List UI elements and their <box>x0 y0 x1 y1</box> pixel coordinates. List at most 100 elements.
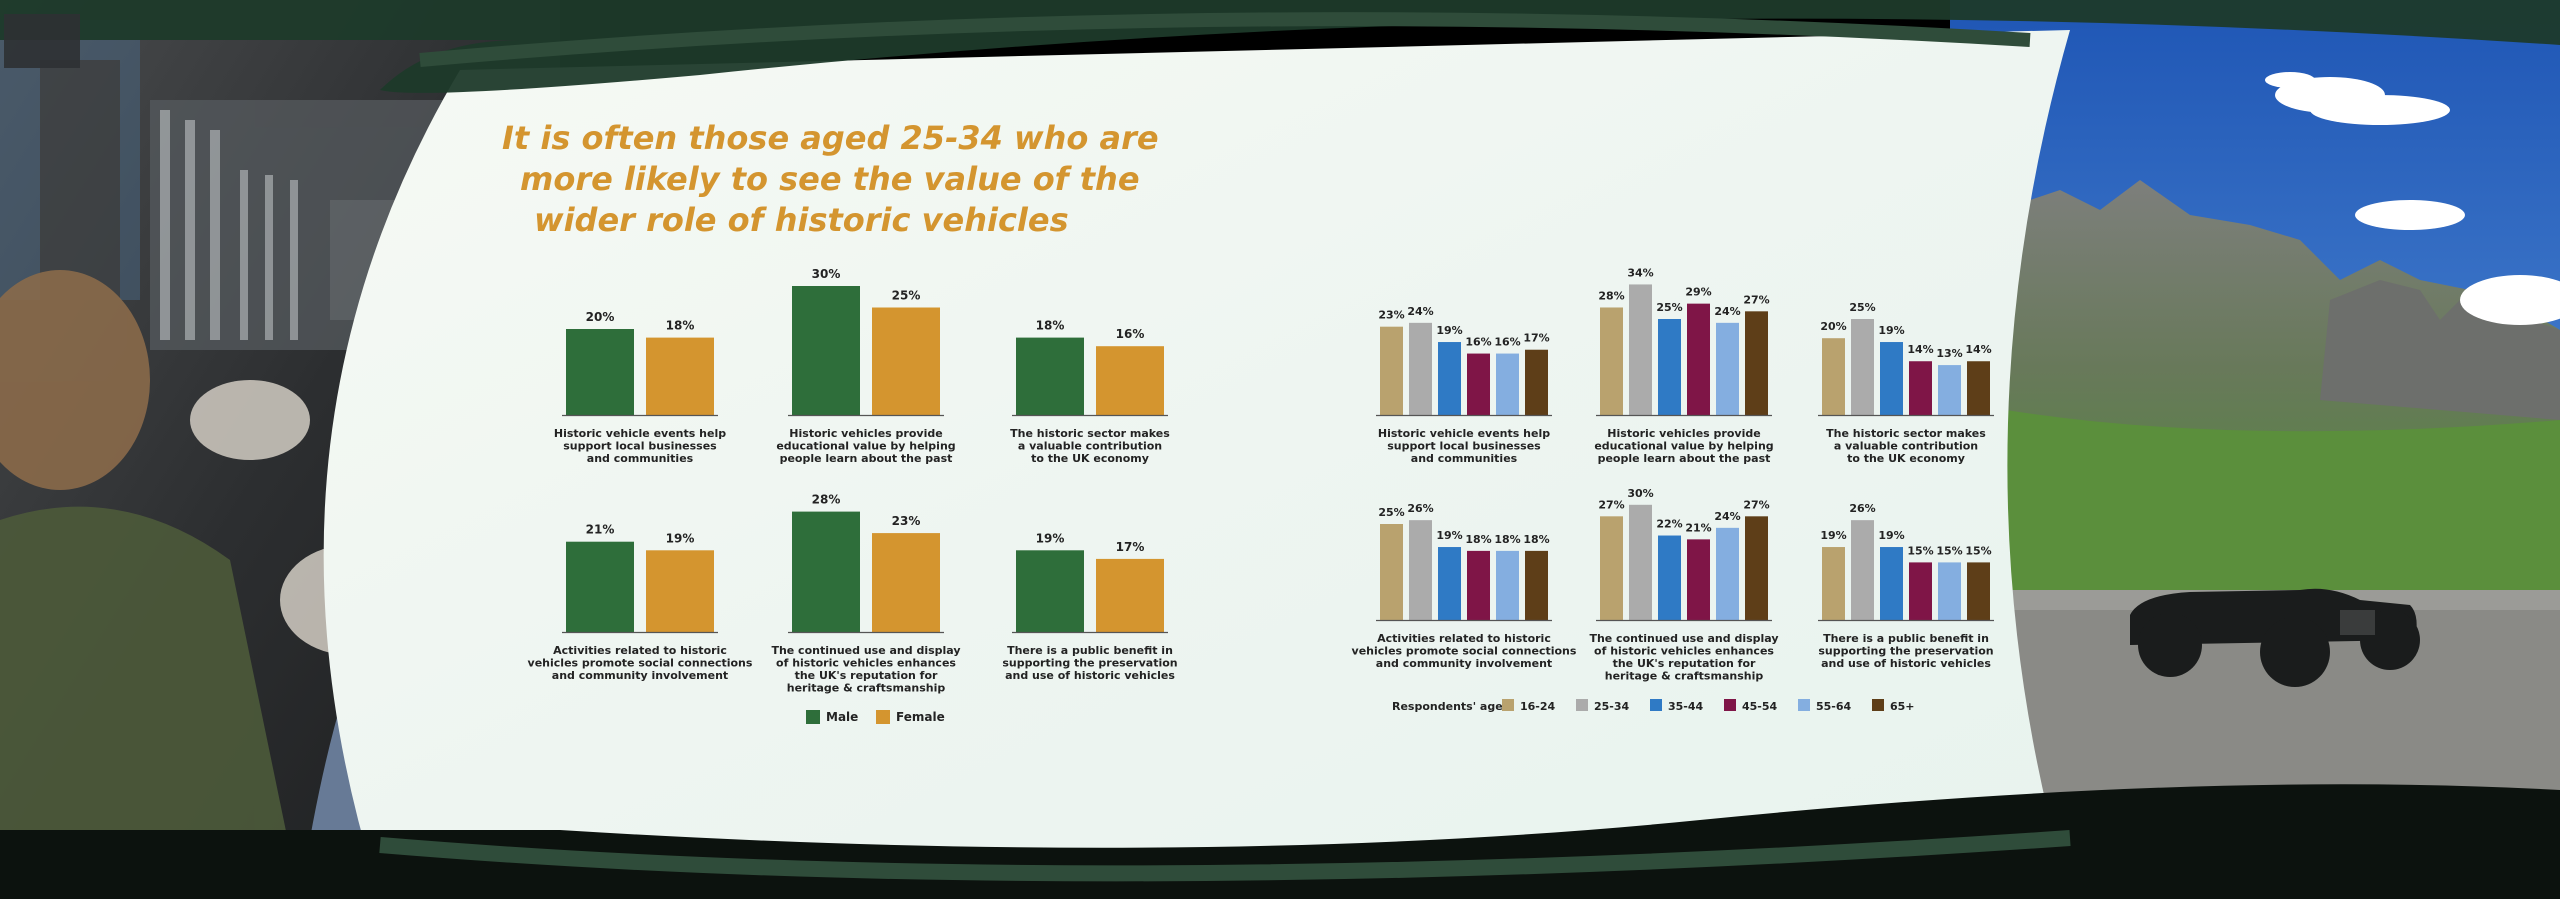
bar-35-44 <box>1880 342 1903 415</box>
data-label: 20% <box>1820 320 1846 333</box>
data-label: 21% <box>586 523 615 537</box>
chart-caption-line: The continued use and display <box>1589 632 1778 645</box>
legend-swatch-25-34 <box>1576 699 1588 711</box>
data-label: 16% <box>1116 327 1145 341</box>
bar-16-24 <box>1380 524 1403 620</box>
bar-male <box>566 541 634 632</box>
bar-55-64 <box>1938 562 1961 620</box>
bar-45-54 <box>1909 562 1932 620</box>
chart-caption-line: a valuable contribution <box>1834 440 1978 453</box>
bar-25-34 <box>1629 504 1652 620</box>
chart-7: 23% 24%19%16% 16% 17%Historic vehicle event… <box>1376 305 1552 465</box>
chart-caption-line: supporting the preservation <box>1002 657 1177 670</box>
data-label: 17% <box>1116 540 1145 554</box>
data-label: 18% <box>1465 533 1491 546</box>
legend-label-35-44: 35-44 <box>1668 700 1704 713</box>
headline: It is often those aged 25-34 who are mor… <box>498 118 1159 241</box>
bar-45-54 <box>1687 303 1710 415</box>
chart-caption-line: Historic vehicles provide <box>789 427 942 440</box>
legend-swatch-female <box>876 710 890 724</box>
legend-label-55-64: 55-64 <box>1816 700 1852 713</box>
legend-label-65-: 65+ <box>1890 700 1915 713</box>
data-label: 26% <box>1849 502 1875 515</box>
chart-4: 21% 19% Activities related to historicvehi… <box>528 523 753 682</box>
chart-9: 20%25%19%14% 13% 14%The historic sector ma… <box>1818 301 1994 465</box>
bar-65- <box>1967 361 1990 415</box>
chart-10: 25% 26%19% 18% 18% 18%Activities related to … <box>1352 502 1577 670</box>
headline-line-1: It is often those aged 25-34 who are <box>502 119 1159 157</box>
bar-25-34 <box>1409 520 1432 620</box>
legend-swatch-35-44 <box>1650 699 1662 711</box>
legend-swatch-16-24 <box>1502 699 1514 711</box>
data-label: 24% <box>1714 510 1740 523</box>
chart-caption-line: vehicles promote social connections <box>1352 645 1577 658</box>
chart-caption-line: and community involvement <box>1376 657 1552 670</box>
chart-caption-line: people learn about the past <box>780 452 953 465</box>
chart-caption-line: support local businesses <box>563 440 717 453</box>
chart-caption-line: to the UK economy <box>1847 452 1965 465</box>
bar-male <box>566 329 634 415</box>
chart-caption-line: Historic vehicle events help <box>554 427 726 440</box>
data-label: 17% <box>1523 332 1549 345</box>
data-label: 16% <box>1494 336 1520 349</box>
legend-swatch-45-54 <box>1724 699 1736 711</box>
chart-caption-line: people learn about the past <box>1598 452 1771 465</box>
chart-caption-line: the UK's reputation for <box>1613 657 1756 670</box>
bar-55-64 <box>1496 550 1519 620</box>
data-label: 21% <box>1685 521 1711 534</box>
chart-11: 27%30%22% 21%24%27%The continued use and … <box>1589 487 1778 683</box>
legend-label-female: Female <box>896 710 945 724</box>
bar-16-24 <box>1380 326 1403 415</box>
legend-label-male: Male <box>826 710 858 724</box>
bar-45-54 <box>1467 550 1490 620</box>
chart-caption-line: Historic vehicle events help <box>1378 427 1550 440</box>
bar-female <box>646 550 714 632</box>
cloud <box>2265 72 2560 325</box>
bar-female <box>872 307 940 415</box>
bar-45-54 <box>1467 353 1490 415</box>
legend-swatch-male <box>806 710 820 724</box>
chart-caption-line: Historic vehicles provide <box>1607 427 1760 440</box>
chart-caption-line: of historic vehicles enhances <box>1594 645 1774 658</box>
chart-caption-line: The continued use and display <box>771 644 960 657</box>
chart-caption-line: There is a public benefit in <box>1823 632 1989 645</box>
data-label: 14% <box>1907 343 1933 356</box>
headline-line-3: wider role of historic vehicles <box>534 201 1069 239</box>
data-label: 19% <box>1878 529 1904 542</box>
bar-25-34 <box>1629 284 1652 415</box>
bar-65- <box>1525 349 1548 415</box>
chart-2: 30% 25% Historic vehicles provideeducation… <box>776 267 955 465</box>
data-label: 29% <box>1685 286 1711 299</box>
bar-female <box>1096 346 1164 415</box>
data-label: 27% <box>1598 498 1624 511</box>
bar-male <box>792 286 860 415</box>
bar-female <box>1096 558 1164 632</box>
chart-caption-line: educational value by helping <box>776 440 955 453</box>
chart-caption-line: and communities <box>1411 452 1518 465</box>
bar-male <box>1016 550 1084 632</box>
data-label: 14% <box>1965 343 1991 356</box>
data-label: 19% <box>1878 324 1904 337</box>
bar-25-34 <box>1851 520 1874 620</box>
chart-caption-line: There is a public benefit in <box>1007 644 1173 657</box>
data-label: 25% <box>1656 301 1682 314</box>
chart-caption-line: and communities <box>587 452 694 465</box>
chart-caption-line: and use of historic vehicles <box>1821 657 1991 670</box>
bar-35-44 <box>1438 547 1461 620</box>
data-label: 27% <box>1743 498 1769 511</box>
data-label: 19% <box>1036 531 1065 545</box>
data-label: 30% <box>1627 487 1653 500</box>
data-label: 26% <box>1407 502 1433 515</box>
data-label: 18% <box>1523 533 1549 546</box>
data-label: 34% <box>1627 266 1653 279</box>
data-label: 28% <box>1598 289 1624 302</box>
bar-65- <box>1745 516 1768 620</box>
bar-35-44 <box>1438 342 1461 415</box>
legend-label-16-24: 16-24 <box>1520 700 1556 713</box>
data-label: 27% <box>1743 293 1769 306</box>
